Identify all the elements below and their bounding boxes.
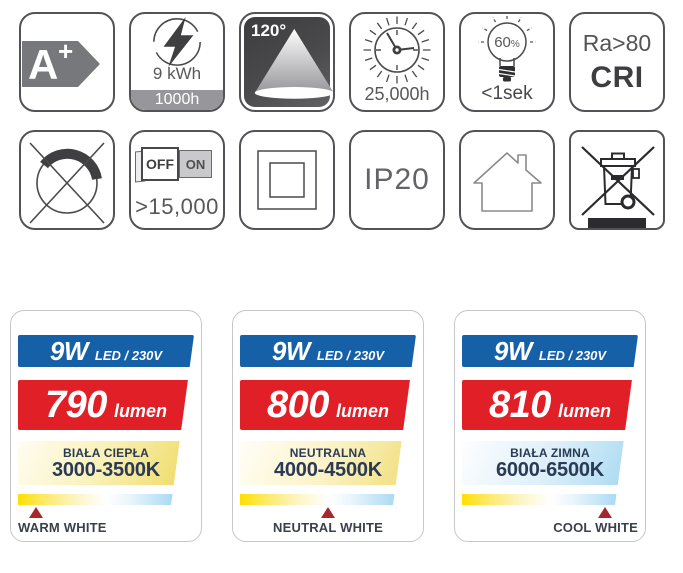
power-value: 9W	[271, 336, 310, 366]
crossed-wheelie-bin-icon	[581, 146, 655, 228]
energy-consumption-tile: 9 kWh 1000h	[129, 12, 225, 112]
clock-icon	[363, 16, 431, 84]
bars-stack: 9W LED / 230V 810 lumen BIAŁA ZIMNA 6000…	[462, 335, 638, 505]
light-cone-icon	[254, 28, 333, 99]
ip-rating-value: IP20	[364, 163, 430, 196]
instant-on-percent: 60	[494, 34, 511, 51]
temperature-gradient-strip	[240, 494, 416, 505]
temperature-bar: BIAŁA ZIMNA 6000-6500K	[462, 441, 638, 485]
lumen-unit: lumen	[557, 401, 611, 421]
energy-class-letter: A	[28, 41, 58, 88]
house-icon	[473, 152, 542, 212]
off-on-switch-icon: OFF ON	[135, 147, 213, 183]
lifetime-tile: 25,000h	[349, 12, 445, 112]
lumen-unit: lumen	[113, 401, 167, 421]
temperature-gradient-strip	[462, 494, 638, 505]
temperature-bar: BIAŁA CIEPŁA 3000-3500K	[18, 441, 194, 485]
spec-card-warm: 9W LED / 230V 790 lumen BIAŁA CIEPŁA 300…	[10, 310, 202, 542]
cri-ra-value: Ra>80	[582, 29, 652, 56]
lumen-bar: 800 lumen	[240, 380, 416, 430]
lifetime-value: 25,000h	[364, 84, 430, 104]
temperature-bar: NEUTRALNA 4000-4500K	[240, 441, 416, 485]
cri-label: CRI	[590, 60, 644, 94]
spec-card-neutral: 9W LED / 230V 800 lumen NEUTRALNA 4000-4…	[232, 310, 424, 542]
bars-stack: 9W LED / 230V 790 lumen BIAŁA CIEPŁA 300…	[18, 335, 194, 505]
power-spec: LED / 230V	[94, 348, 163, 363]
temperature-range: 4000-4500K	[273, 459, 383, 481]
marker-row	[240, 506, 416, 519]
pictogram-grid: A + 9 kWh 1000h	[0, 0, 683, 230]
switch-cycles-tile: OFF ON >15,000	[129, 130, 225, 230]
lumen-bar: 810 lumen	[462, 380, 638, 430]
temperature-name: BIAŁA CIEPŁA	[63, 446, 149, 460]
spec-card-cool: 9W LED / 230V 810 lumen BIAŁA ZIMNA 6000…	[454, 310, 646, 542]
marker-row	[18, 506, 194, 519]
marker-row	[462, 506, 638, 519]
not-dimmable-tile	[19, 130, 115, 230]
power-bar: 9W LED / 230V	[240, 335, 416, 367]
temperature-marker-icon	[597, 507, 612, 518]
bars-stack: 9W LED / 230V 800 lumen NEUTRALNA 4000-4…	[240, 335, 416, 505]
temperature-name: BIAŁA ZIMNA	[510, 446, 590, 460]
ip-rating-tile: IP20	[349, 130, 445, 230]
lumen-value: 810	[489, 384, 551, 426]
temperature-range: 3000-3500K	[51, 459, 161, 481]
power-bar: 9W LED / 230V	[18, 335, 194, 367]
temperature-range: 6000-6500K	[495, 459, 605, 481]
weee-tile	[569, 130, 665, 230]
energy-class-tile: A +	[19, 12, 115, 112]
switch-on-label: ON	[179, 150, 212, 178]
energy-consumption-value: 9 kWh	[152, 64, 202, 83]
temperature-marker-icon	[28, 507, 43, 518]
temperature-marker-icon	[321, 507, 335, 518]
lumen-unit: lumen	[335, 401, 389, 421]
temperature-gradient-strip	[18, 494, 194, 505]
bulb-icon: 60%	[478, 14, 536, 82]
energy-class-plus: +	[58, 36, 73, 66]
panel-shape-tile	[239, 130, 335, 230]
lumen-value: 800	[267, 384, 329, 426]
power-spec: LED / 230V	[316, 348, 385, 363]
power-spec: LED / 230V	[538, 348, 607, 363]
instant-on-time: <1sek	[481, 83, 533, 104]
switch-cycles-value: >15,000	[135, 194, 219, 219]
power-bar: 9W LED / 230V	[462, 335, 638, 367]
square-panel-icon	[257, 150, 317, 210]
instant-on-tile: 60% <1sek	[459, 12, 555, 112]
cri-tile: Ra>80 CRI	[569, 12, 665, 112]
lumen-value: 790	[45, 384, 107, 426]
percent-sign: %	[511, 39, 520, 50]
beam-angle-tile: 120°	[239, 12, 335, 112]
spec-cards: 9W LED / 230V 790 lumen BIAŁA CIEPŁA 300…	[10, 310, 683, 542]
white-type-label: COOL WHITE	[553, 520, 638, 535]
white-type-label: NEUTRAL WHITE	[273, 520, 383, 535]
energy-consumption-period: 1000h	[131, 90, 223, 110]
white-type-label: WARM WHITE	[18, 520, 107, 535]
temperature-name: NEUTRALNA	[289, 446, 367, 460]
power-value: 9W	[493, 336, 532, 366]
lumen-bar: 790 lumen	[18, 380, 194, 430]
svg-text:60%: 60%	[494, 34, 520, 51]
indoor-use-tile	[459, 130, 555, 230]
energy-arrow-icon: A +	[22, 36, 100, 88]
switch-off-label: OFF	[141, 147, 179, 181]
beam-angle-value: 120°	[251, 21, 287, 40]
lightning-bolt-icon	[153, 16, 201, 68]
power-value: 9W	[49, 336, 88, 366]
crossed-dimmer-icon	[29, 142, 105, 224]
